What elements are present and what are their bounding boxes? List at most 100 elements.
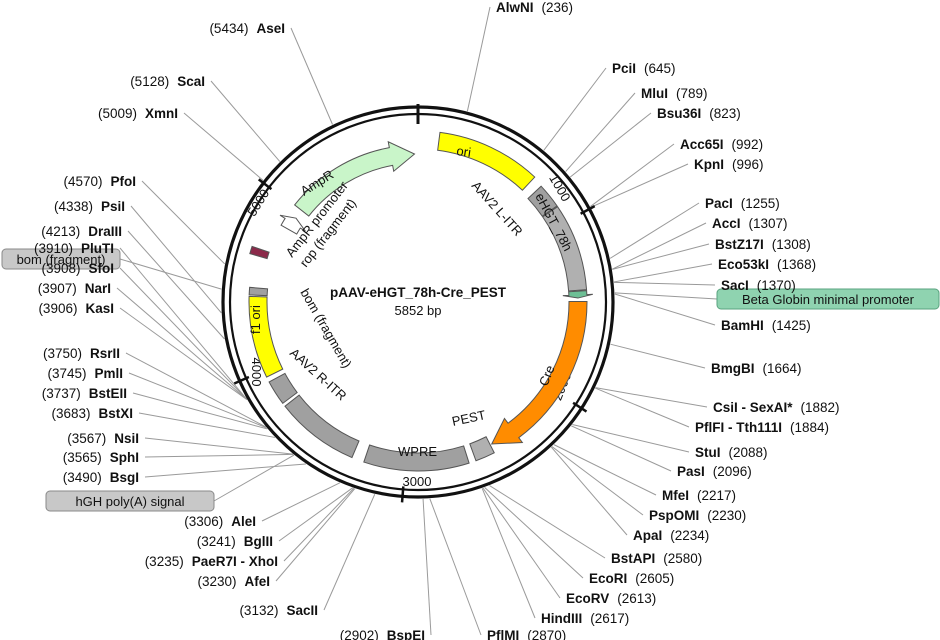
site-sfoi-name: SfoI (89, 261, 115, 276)
feature-ampr (293, 140, 416, 217)
leader-nari (116, 287, 248, 400)
site-bsgi-pos: (3490) (63, 470, 102, 485)
site-alei: (3306) AleI (184, 514, 256, 529)
site-pflfi: PflFI - Tth111I (1884) (695, 420, 829, 435)
site-alei-name: AleI (231, 514, 256, 529)
features (248, 131, 593, 472)
leader-bstapi (489, 485, 606, 559)
feature-aav2-r-itr (268, 372, 298, 405)
tick-1000 (580, 205, 596, 215)
leader-xmni (183, 112, 264, 181)
site-pmli-name: PmlI (94, 366, 123, 381)
site-paer7i-pos: (3235) (145, 554, 184, 569)
site-mfei-pos: (2217) (697, 488, 736, 503)
site-paci-pos: (1255) (741, 196, 780, 211)
site-ecorv: EcoRV (2613) (566, 591, 656, 606)
site-mlui-pos: (789) (676, 86, 708, 101)
leader-saci (614, 281, 716, 286)
site-bsu36i-pos: (823) (709, 106, 741, 121)
plasmid-backbone (221, 104, 615, 499)
site-acci: AccI (1307) (712, 216, 788, 231)
site-bstapi-pos: (2580) (663, 551, 702, 566)
site-mfei: MfeI (2217) (662, 488, 736, 503)
site-bmgbi: BmgBI (1664) (711, 361, 802, 376)
site-nsii: (3567) NsiI (67, 431, 139, 446)
site-acc65i: Acc65I (992) (680, 137, 763, 152)
site-bstxi: (3683) BstXI (51, 406, 133, 421)
site-draiii-pos: (4213) (41, 224, 80, 239)
site-sphi: (3565) SphI (63, 450, 139, 465)
site-pflfi-pos: (1884) (790, 420, 829, 435)
site-ecorv-name: EcoRV (566, 591, 609, 606)
site-acci-name: AccI (712, 216, 741, 231)
leader-nsii (144, 437, 293, 455)
leader-ecori (484, 487, 584, 579)
site-bstxi-name: BstXI (98, 406, 133, 421)
site-bstxi-pos: (3683) (51, 406, 90, 421)
leader-paer7i (283, 487, 355, 562)
site-bstz17i-pos: (1308) (772, 237, 811, 252)
site-hindiii-pos: (2617) (590, 611, 629, 626)
site-pcii: PciI (645) (612, 61, 676, 76)
site-eco53ki-name: Eco53kI (718, 257, 769, 272)
feature-ehgt-78h (542, 206, 588, 292)
site-alei-pos: (3306) (184, 514, 223, 529)
site-rsrii-name: RsrII (90, 346, 120, 361)
site-eco53ki-pos: (1368) (777, 257, 816, 272)
leader-ecorv (482, 487, 561, 599)
cre-label: Cre (536, 363, 558, 388)
leader-acc65i (590, 143, 675, 207)
site-kpni: KpnI (996) (694, 157, 764, 172)
site-asei: (5434) AseI (209, 21, 285, 36)
leader-bsgi (144, 463, 306, 478)
pest-label: PEST (451, 407, 487, 429)
site-scai-name: ScaI (177, 74, 205, 89)
leader-sacii (323, 494, 376, 611)
site-pflmi: PflMI (2870) (487, 628, 566, 640)
leader-csii (595, 387, 708, 408)
site-pluti-pos: (3910) (34, 241, 73, 256)
site-stui: StuI (2088) (695, 445, 768, 460)
site-rsrii-pos: (3750) (43, 346, 82, 361)
leader-bstxi (138, 412, 276, 438)
leader-apai (550, 446, 628, 536)
leader-asei (290, 27, 333, 125)
bom-fragment-box: bom (fragment) (1, 248, 121, 270)
site-bstz17i: BstZ17I (1308) (715, 237, 811, 252)
feature-wpre (363, 444, 470, 472)
site-alwni: AlwNI (236) (496, 0, 573, 15)
feature-box-leader (614, 292, 718, 300)
site-pcii-pos: (645) (644, 61, 676, 76)
site-kpni-pos: (996) (732, 157, 764, 172)
site-psii-name: PsiI (101, 199, 125, 214)
restriction-sites: AlwNI (236) PciI (645) MluI (789) Bsu36I (823) A… (34, 0, 840, 640)
site-pfoi: (4570) PfoI (63, 174, 136, 189)
site-bamhi-pos: (1425) (772, 318, 811, 333)
site-pfoi-name: PfoI (111, 174, 137, 189)
site-kasi: (3906) KasI (38, 301, 114, 316)
site-saci-name: SacI (721, 278, 749, 293)
site-bspei-pos: (2902) (340, 628, 379, 640)
site-pcii-name: PciI (612, 61, 636, 76)
site-acci-pos: (1307) (749, 216, 788, 231)
site-bstapi: BstAPI (2580) (611, 551, 702, 566)
site-pspomi: PspOMI (2230) (649, 508, 746, 523)
leader-pluti (119, 247, 247, 400)
site-paer7i: (3235) PaeR7I - XhoI (145, 554, 278, 569)
site-bamhi: BamHI (1425) (721, 318, 811, 333)
feature-hgh-poly-a-signal (284, 394, 360, 459)
tick-label-3000: 3000 (403, 474, 432, 489)
leader-sphi (144, 453, 294, 458)
site-nsii-pos: (3567) (67, 431, 106, 446)
hgh-polya-box-label: hGH poly(A) signal (75, 494, 184, 509)
site-ecori-pos: (2605) (635, 571, 674, 586)
ehgt-78h-label: eHGT_78h (532, 190, 575, 253)
site-bamhi-name: BamHI (721, 318, 764, 333)
feature-ampr-promoter (279, 214, 306, 235)
leader-pflmi (429, 498, 482, 636)
feature-ori (437, 131, 536, 191)
site-leader-lines (116, 6, 718, 636)
site-bglii: (3241) BglII (197, 534, 273, 549)
site-afei-pos: (3230) (197, 574, 236, 589)
